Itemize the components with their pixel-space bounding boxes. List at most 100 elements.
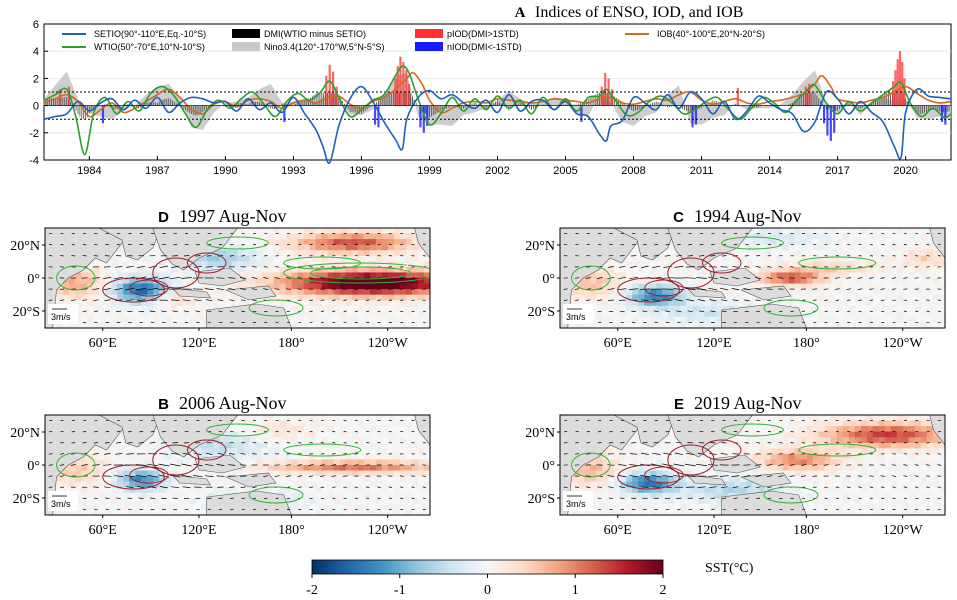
sst-cell	[99, 476, 106, 483]
sst-cell	[123, 476, 130, 483]
sst-cell	[357, 278, 365, 284]
sst-cell	[926, 255, 934, 262]
sst-cell	[369, 233, 377, 240]
sst-cell	[369, 487, 377, 494]
sst-cell	[279, 283, 287, 290]
sst-cell	[932, 250, 940, 257]
sst-cell	[225, 437, 232, 444]
sst-cell	[794, 289, 802, 296]
sst-cell	[369, 289, 377, 296]
sst-cell	[111, 305, 118, 312]
wind-arrow	[60, 244, 64, 246]
sst-cell	[351, 239, 359, 246]
sst-cell	[375, 437, 383, 444]
sst-cell	[680, 322, 687, 328]
sst-cell	[794, 233, 802, 240]
sst-cell	[165, 448, 172, 455]
sst-cell	[339, 448, 347, 455]
wind-arrow	[297, 486, 302, 488]
wind-arrow	[228, 464, 236, 466]
sst-cell	[393, 470, 401, 477]
sst-cell	[333, 442, 341, 449]
sst-cell	[878, 266, 886, 273]
sst-cell	[351, 255, 359, 262]
sst-cell	[75, 509, 82, 515]
sst-cell	[387, 300, 395, 307]
sst-cell	[99, 261, 106, 268]
sst-cell	[213, 300, 220, 307]
sst-cell	[303, 278, 311, 284]
sst-cell	[824, 305, 832, 312]
sst-cell	[75, 278, 82, 284]
sst-cell	[273, 448, 281, 455]
sst-cell	[357, 239, 365, 246]
sst-cell	[237, 470, 244, 477]
sst-cell	[758, 278, 765, 284]
sst-cell	[806, 250, 814, 257]
sst-cell	[321, 426, 329, 433]
sst-cell	[357, 415, 365, 421]
sst-cell	[411, 311, 419, 318]
sst-cell	[363, 431, 371, 438]
sst-cell	[375, 498, 383, 505]
sst-cell	[806, 294, 814, 301]
wind-arrow	[206, 310, 212, 313]
sst-cell	[417, 470, 425, 477]
sst-cell	[345, 311, 353, 318]
sst-cell	[321, 316, 329, 323]
sst-cell	[764, 233, 771, 240]
sst-cell	[722, 300, 729, 307]
sst-cell	[872, 244, 880, 251]
sst-cell	[147, 448, 154, 455]
wind-arrow	[48, 464, 53, 466]
sst-cell	[752, 272, 759, 279]
sst-cell	[105, 459, 112, 466]
sst-cell	[99, 311, 106, 318]
sst-cell	[255, 266, 262, 273]
sst-cell	[806, 278, 814, 284]
sst-cell	[860, 294, 868, 301]
sst-cell	[381, 492, 389, 499]
sst-cell	[123, 465, 130, 471]
sst-cell	[273, 487, 281, 494]
sst-cell	[231, 431, 238, 438]
sst-cell	[423, 300, 430, 307]
sst-cell	[938, 322, 945, 328]
sst-cell	[644, 261, 651, 268]
sst-cell	[878, 239, 886, 246]
contour-green	[283, 262, 430, 284]
sst-cell	[339, 437, 347, 444]
sst-cell	[243, 470, 250, 477]
map-x-tick-label: 120°W	[368, 336, 409, 351]
sst-cell	[387, 459, 395, 466]
contour-green	[763, 299, 819, 317]
sst-cell	[333, 322, 341, 328]
sst-cell	[375, 322, 383, 328]
sst-cell	[375, 266, 383, 273]
sst-cell	[351, 289, 359, 296]
sst-cell	[225, 487, 232, 494]
sst-cell	[405, 465, 413, 471]
sst-cell	[267, 431, 274, 438]
sst-cell	[171, 272, 178, 279]
sst-cell	[297, 278, 305, 284]
sst-cell	[908, 266, 916, 273]
sst-cell	[381, 509, 389, 515]
sst-cell	[333, 426, 341, 433]
sst-cell	[123, 509, 130, 515]
sst-cell	[914, 255, 922, 262]
sst-cell	[339, 272, 347, 279]
sst-cell	[417, 437, 425, 444]
sst-cell	[171, 459, 178, 466]
sst-cell	[596, 294, 603, 301]
wind-arrow	[126, 265, 134, 268]
sst-cell	[297, 305, 305, 312]
sst-cell	[291, 272, 299, 279]
wind-arrow	[182, 299, 191, 302]
wind-arrow	[169, 276, 181, 280]
sst-cell	[800, 311, 808, 318]
sst-cell	[704, 261, 711, 268]
sst-cell	[159, 437, 166, 444]
